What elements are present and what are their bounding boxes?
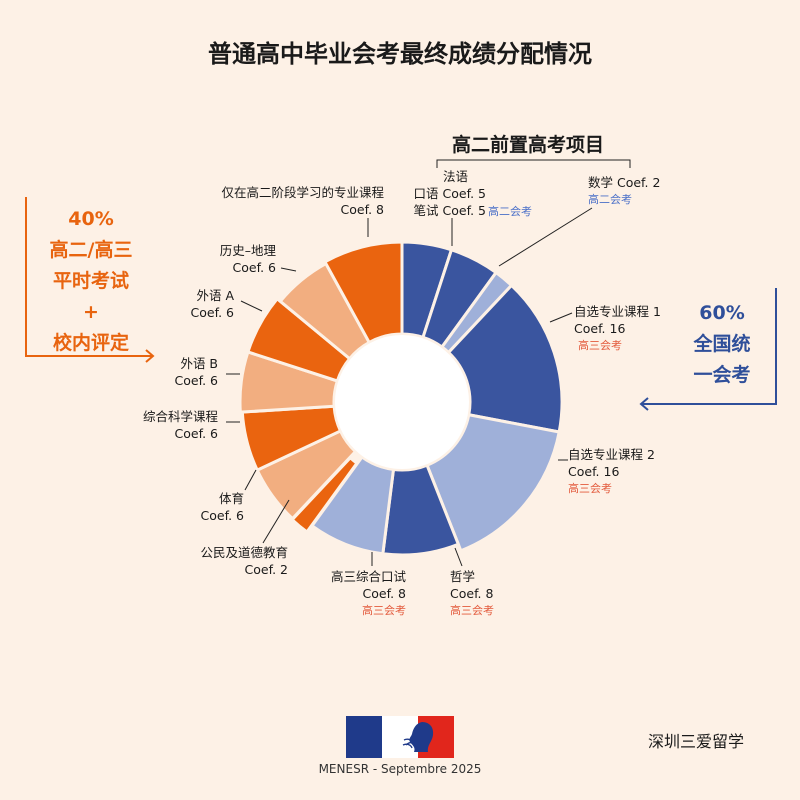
- right-note: 60% 全国统 一会考: [672, 298, 772, 391]
- leader-spe1: [549, 312, 573, 323]
- right-note-line1: 全国统: [693, 333, 751, 355]
- leader-math: [498, 207, 593, 267]
- left-note-plus: +: [83, 301, 99, 323]
- label-eps: 体育 Coef. 6: [200, 491, 244, 523]
- left-arrow: [25, 197, 155, 363]
- bracket-title: 高二前置高考项目: [452, 134, 605, 156]
- donut-slice-14: [322, 240, 404, 345]
- republique-francaise-logo: [346, 716, 454, 758]
- label-french: 法语 口语 Coef. 5 笔试 Coef. 5: [413, 169, 486, 218]
- leader-philo: [454, 547, 463, 567]
- label-philo: 哲学 Coef. 8 高三会考: [450, 569, 494, 617]
- donut-slice-4: [446, 283, 564, 434]
- donut-slice-12: [246, 296, 352, 383]
- label-spe2: 自选专业课程 2 Coef. 16 高三会考: [568, 447, 655, 495]
- bracket-line: [436, 159, 631, 168]
- left-note-line1: 高二/高三: [49, 239, 133, 261]
- left-note-line2: 平时考试: [52, 270, 129, 292]
- leader-eps: [244, 469, 257, 491]
- label-spe1: 自选专业课程 1 Coef. 16 高三会考: [574, 304, 661, 352]
- brand-name: 深圳三爱留学: [647, 732, 744, 751]
- label-sci: 综合科学课程 Coef. 6: [142, 409, 218, 441]
- right-note-pct: 60%: [699, 302, 745, 324]
- right-arrow: [639, 288, 777, 411]
- donut-slice-5: [425, 412, 561, 553]
- label-grand-oral: 高三综合口试 Coef. 8 高三会考: [330, 569, 406, 617]
- leader-emc: [262, 499, 290, 544]
- leader-lva: [240, 300, 263, 312]
- leader-hg: [280, 267, 297, 272]
- right-note-line2: 一会考: [693, 364, 751, 386]
- tag-french: 高二会考: [488, 205, 532, 218]
- left-note-line3: 校内评定: [52, 332, 129, 354]
- marianne-icon: [402, 722, 434, 752]
- label-emc: 公民及道德教育 Coef. 2: [200, 545, 288, 577]
- label-hg: 历史–地理 Coef. 6: [219, 243, 276, 275]
- footer-source: MENESR - Septembre 2025: [318, 762, 482, 776]
- chart-title: 普通高中毕业会考最终成绩分配情况: [208, 40, 592, 68]
- label-lva: 外语 A Coef. 6: [190, 288, 234, 320]
- left-note-pct: 40%: [68, 208, 114, 230]
- label-math: 数学 Coef. 2 高二会考: [588, 175, 661, 206]
- donut-hole: [335, 335, 469, 469]
- label-spe-premiere: 仅在高二阶段学习的专业课程 Coef. 8: [221, 185, 384, 217]
- label-lvb: 外语 B Coef. 6: [174, 356, 218, 388]
- left-note: 40% 高二/高三 平时考试 + 校内评定: [26, 204, 156, 359]
